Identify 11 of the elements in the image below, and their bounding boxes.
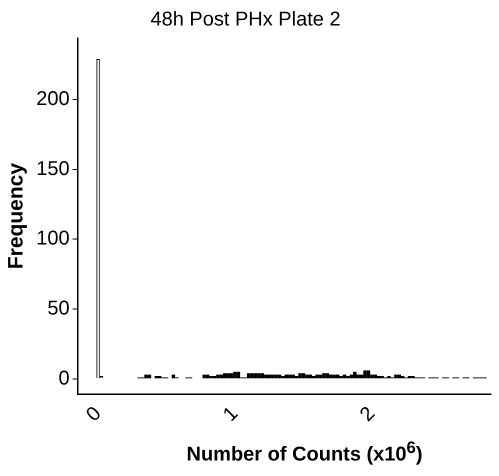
x-tick-label: 0 — [82, 402, 106, 426]
y-tick-label: 50 — [47, 297, 70, 320]
chart-title: 48h Post PHx Plate 2 — [150, 8, 341, 31]
y-tick-label: 150 — [36, 158, 70, 180]
x-tick-label: 2 — [356, 402, 380, 426]
y-tick-label: 0 — [58, 367, 70, 390]
x-axis-title: Number of Counts (x10$^{6}$) — [186, 438, 424, 467]
y-axis-title: Frequency — [4, 162, 28, 270]
y-tick-label: 100 — [36, 228, 70, 250]
x-tick-label: 1 — [219, 402, 242, 426]
y-tick-label: 200 — [36, 88, 70, 110]
